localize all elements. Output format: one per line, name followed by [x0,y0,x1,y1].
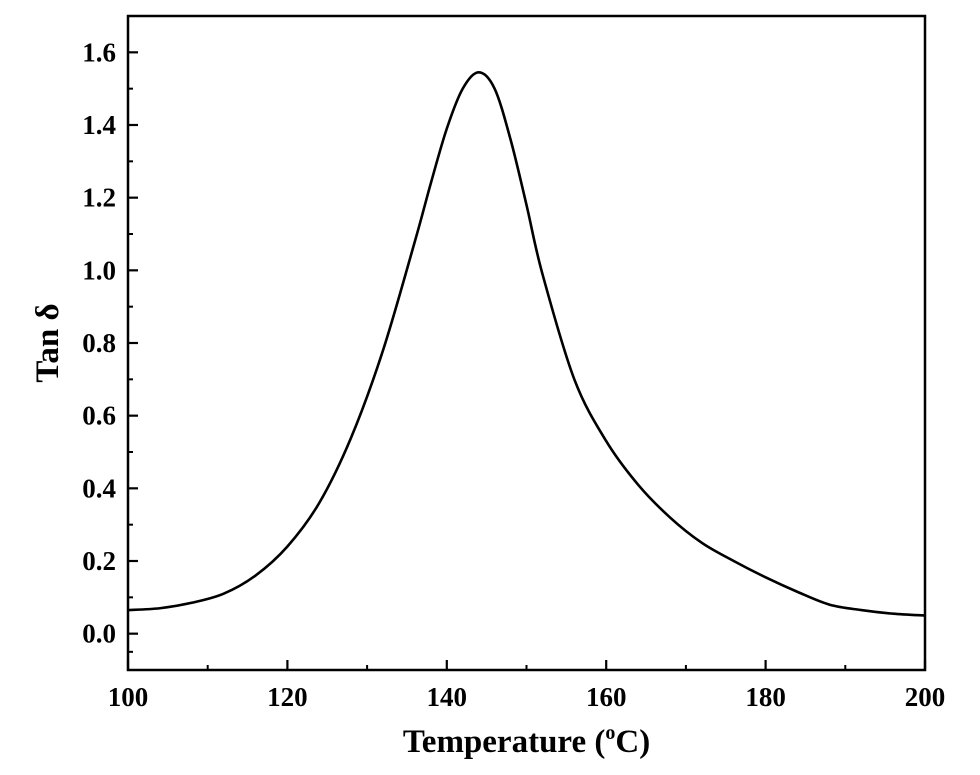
x-tick-label: 200 [905,682,946,712]
y-tick-label: 0.0 [82,619,116,649]
x-tick-label: 140 [427,682,468,712]
y-axis-title: Tan δ [30,303,66,382]
x-axis-title-superscript: o [605,722,615,744]
tick-labels: 100 120 140 160 180 200 0.0 0.2 0.4 0.6 0.8 1.0 1.2 1… [82,37,945,712]
x-axis-title-text: Temperature ( [403,724,606,760]
y-tick-label: 0.2 [82,546,116,576]
x-tick-label: 100 [108,682,149,712]
y-tick-label: 1.4 [82,110,116,140]
y-tick-label: 0.4 [82,473,116,503]
x-tick-label: 160 [586,682,627,712]
y-tick-label: 0.8 [82,328,116,358]
y-tick-label: 0.6 [82,401,116,431]
x-tick-label: 120 [267,682,308,712]
y-tick-label: 1.0 [82,255,116,285]
y-tick-label: 1.6 [82,37,116,67]
x-axis-title: Temperature (oC) [403,722,650,760]
x-axis-title-end: C) [615,724,650,760]
axis-ticks [126,51,927,670]
series-line-tan-delta [127,71,926,617]
plot-frame [126,14,927,672]
y-tick-label: 1.2 [82,183,116,213]
x-tick-label: 180 [745,682,786,712]
